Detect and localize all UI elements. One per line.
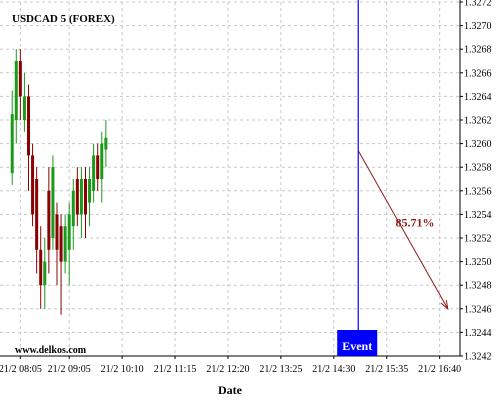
candle-body bbox=[22, 96, 26, 120]
candle-body bbox=[96, 155, 100, 179]
x-tick-label: 21/2 11:15 bbox=[154, 364, 197, 375]
candle-body bbox=[14, 61, 18, 120]
y-tick-label: 1.3248 bbox=[464, 281, 492, 292]
arrow-head bbox=[440, 299, 449, 311]
x-tick-label: 21/2 14:30 bbox=[312, 364, 355, 375]
x-tick-label: 21/2 13:25 bbox=[259, 364, 302, 375]
candle-body bbox=[55, 214, 59, 250]
event-label: Event bbox=[342, 339, 372, 353]
x-tick-label: 21/2 10:10 bbox=[101, 364, 144, 375]
y-tick-label: 1.3266 bbox=[464, 68, 492, 79]
candle-body bbox=[31, 155, 35, 215]
watermark: www.delkos.com bbox=[15, 345, 87, 356]
x-tick-label: 21/2 16:40 bbox=[418, 364, 461, 375]
y-tick-label: 1.3252 bbox=[464, 234, 492, 245]
y-tick-label: 1.3258 bbox=[464, 163, 492, 174]
x-axis-label: Date bbox=[218, 383, 243, 397]
candle-body bbox=[83, 179, 87, 215]
y-tick-label: 1.3262 bbox=[464, 116, 492, 127]
candle-body bbox=[67, 214, 71, 250]
candle-body bbox=[79, 179, 83, 215]
event-box bbox=[337, 330, 378, 356]
candle-body bbox=[18, 61, 22, 97]
candle-body bbox=[75, 179, 79, 215]
candle-body bbox=[47, 190, 51, 250]
candle-body bbox=[35, 179, 39, 250]
candle-body bbox=[92, 155, 96, 191]
candle-body bbox=[71, 190, 75, 227]
x-tick-label: 21/2 08:05 bbox=[0, 364, 42, 375]
y-tick-label: 1.3250 bbox=[464, 257, 492, 268]
y-tick-label: 1.3256 bbox=[464, 186, 492, 197]
candle-body bbox=[39, 249, 43, 286]
y-tick-label: 1.3242 bbox=[464, 352, 492, 363]
candle-body bbox=[59, 226, 63, 262]
x-tick-label: 21/2 15:35 bbox=[365, 364, 408, 375]
forecast-label: 85.71% bbox=[396, 216, 435, 230]
y-tick-label: 1.3254 bbox=[464, 210, 492, 221]
x-tick-label: 21/2 09:05 bbox=[48, 364, 91, 375]
y-tick-label: 1.3264 bbox=[464, 92, 492, 103]
y-tick-label: 1.3272 bbox=[464, 0, 492, 9]
chart-title: USDCAD 5 (FOREX) bbox=[12, 13, 115, 25]
x-tick-label: 21/2 12:20 bbox=[206, 364, 249, 375]
candle-body bbox=[104, 137, 108, 150]
candle-body bbox=[88, 179, 92, 203]
candle-body bbox=[10, 114, 14, 174]
candle-body bbox=[51, 167, 55, 238]
candle-body bbox=[43, 261, 47, 286]
candle-body bbox=[100, 143, 104, 179]
candle-body bbox=[26, 96, 30, 156]
y-tick-label: 1.3270 bbox=[464, 21, 492, 32]
forecast-arrow bbox=[357, 150, 449, 310]
y-tick-label: 1.3244 bbox=[464, 328, 492, 339]
y-tick-label: 1.3260 bbox=[464, 139, 492, 150]
candle-body bbox=[63, 226, 67, 262]
y-tick-label: 1.3268 bbox=[464, 45, 492, 56]
y-tick-label: 1.3246 bbox=[464, 304, 492, 315]
